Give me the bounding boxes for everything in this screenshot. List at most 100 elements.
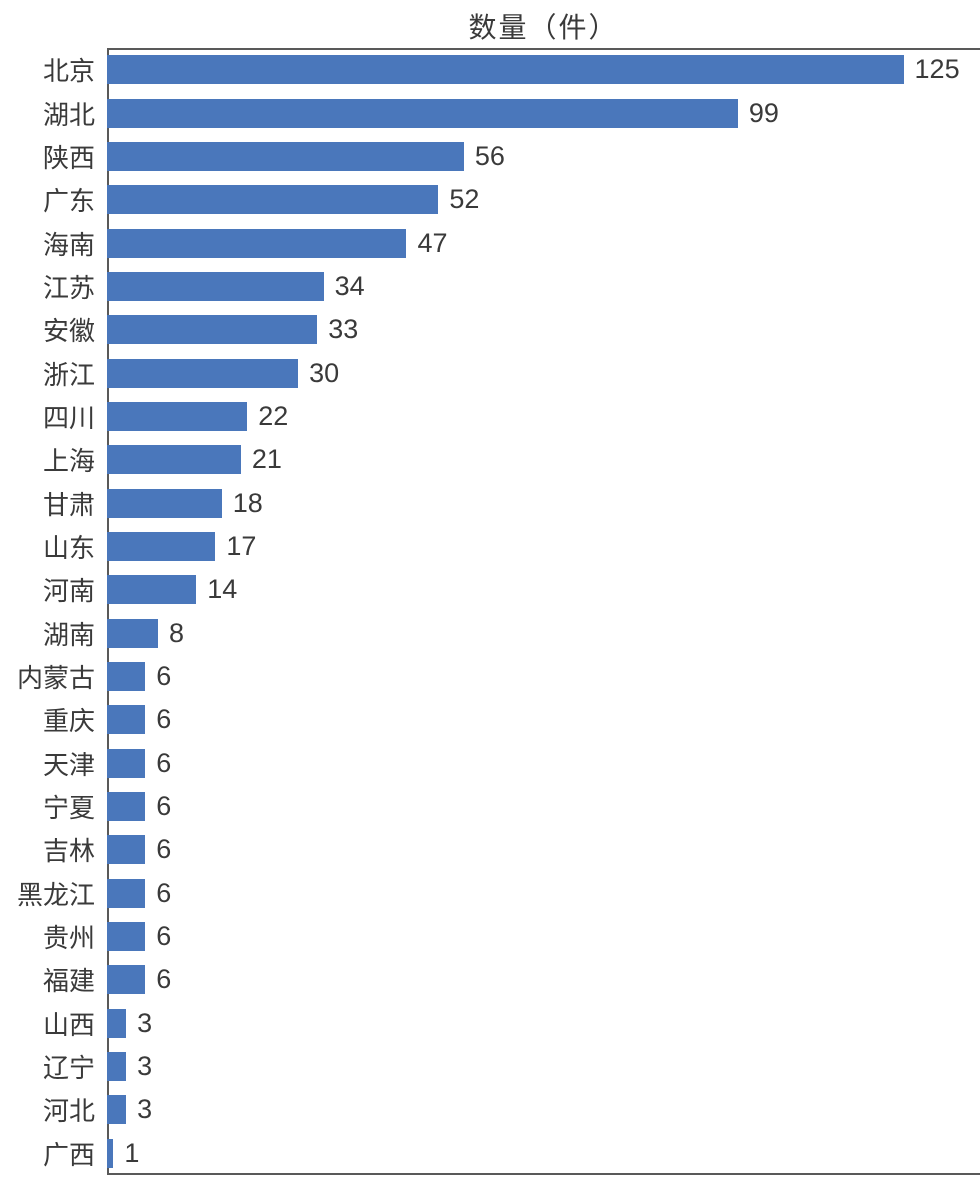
bar-track: 3 (107, 1088, 980, 1131)
category-label: 宁夏 (42, 793, 95, 824)
bar (107, 315, 318, 345)
category-label: 海南 (42, 229, 95, 260)
bar-row: 辽宁 3 (0, 1045, 980, 1088)
bar-row: 四川 22 (0, 395, 980, 438)
bar (107, 141, 464, 171)
bar (107, 531, 216, 561)
bar-track: 56 (107, 135, 980, 178)
bar (107, 922, 146, 952)
bar-track: 17 (107, 525, 980, 568)
bar-track: 6 (107, 958, 980, 1001)
chart-title: 数量（件） (468, 12, 619, 43)
category-label: 甘肃 (42, 489, 95, 520)
bar (107, 792, 146, 822)
value-label: 99 (748, 97, 779, 128)
bar-row: 湖南 8 (0, 611, 980, 654)
bar-track: 6 (107, 872, 980, 915)
category-label: 广东 (42, 186, 95, 217)
bar (107, 401, 248, 431)
bar-row: 内蒙古 6 (0, 655, 980, 698)
category-label: 四川 (42, 402, 95, 433)
bar (107, 98, 738, 128)
category-label: 辽宁 (42, 1053, 95, 1084)
value-label: 33 (328, 314, 359, 345)
bar-row: 山东 17 (0, 525, 980, 568)
bar-track: 6 (107, 655, 980, 698)
category-label: 安徽 (42, 316, 95, 347)
bar (107, 748, 146, 778)
bar-track: 30 (107, 351, 980, 394)
category-label: 浙江 (42, 359, 95, 390)
bar (107, 228, 407, 258)
value-label: 6 (156, 660, 172, 691)
category-label: 湖北 (42, 99, 95, 130)
bar (107, 878, 146, 908)
value-label: 52 (449, 184, 480, 215)
bar-row: 上海 21 (0, 438, 980, 481)
bar-track: 6 (107, 742, 980, 785)
value-label: 17 (226, 530, 257, 561)
value-label: 21 (251, 444, 282, 475)
bar-track: 1 (107, 1132, 980, 1175)
value-label: 6 (156, 877, 172, 908)
bar-row: 河南 14 (0, 568, 980, 611)
bar (107, 618, 158, 648)
value-label: 125 (914, 54, 960, 85)
category-label: 吉林 (42, 836, 95, 867)
bar-track: 6 (107, 698, 980, 741)
value-label: 30 (309, 357, 340, 388)
bar-track: 52 (107, 178, 980, 221)
bar-track: 99 (107, 91, 980, 134)
bar-row: 江苏 34 (0, 265, 980, 308)
category-label: 北京 (42, 56, 95, 87)
category-label: 内蒙古 (16, 662, 95, 693)
value-label: 22 (258, 400, 289, 431)
bar-row: 广西 1 (0, 1132, 980, 1175)
category-label: 黑龙江 (16, 879, 95, 910)
bar-row: 甘肃 18 (0, 481, 980, 524)
bar-row: 湖北 99 (0, 91, 980, 134)
bar-track: 33 (107, 308, 980, 351)
bar-track: 3 (107, 1045, 980, 1088)
value-label: 8 (168, 617, 184, 648)
bar-row: 黑龙江 6 (0, 872, 980, 915)
bar-row: 安徽 33 (0, 308, 980, 351)
bar-track: 8 (107, 611, 980, 654)
bar (107, 1052, 127, 1082)
value-label: 34 (334, 270, 365, 301)
bar (107, 445, 241, 475)
bar-track: 3 (107, 1002, 980, 1045)
category-label: 山西 (42, 1009, 95, 1040)
bar-track: 6 (107, 915, 980, 958)
value-label: 1 (124, 1137, 140, 1168)
bar (107, 358, 299, 388)
value-label: 6 (156, 704, 172, 735)
bar (107, 1095, 127, 1125)
bar-row: 贵州 6 (0, 915, 980, 958)
value-label: 14 (207, 574, 238, 605)
bar (107, 965, 146, 995)
bar-row: 广东 52 (0, 178, 980, 221)
category-label: 广西 (42, 1139, 95, 1170)
bar (107, 55, 904, 85)
bar (107, 661, 146, 691)
category-label: 山东 (42, 532, 95, 563)
value-label: 3 (137, 1007, 153, 1038)
bar-track: 47 (107, 221, 980, 264)
bar-track: 18 (107, 481, 980, 524)
bar-row: 陕西 56 (0, 135, 980, 178)
category-label: 天津 (42, 749, 95, 780)
bar-row: 吉林 6 (0, 828, 980, 871)
bar-row: 宁夏 6 (0, 785, 980, 828)
bar-row: 海南 47 (0, 221, 980, 264)
category-label: 福建 (42, 966, 95, 997)
value-label: 3 (137, 1051, 153, 1082)
value-label: 3 (137, 1094, 153, 1125)
bar-track: 6 (107, 785, 980, 828)
value-label: 6 (156, 964, 172, 995)
value-label: 6 (156, 921, 172, 952)
bar-track: 34 (107, 265, 980, 308)
bar (107, 575, 197, 605)
category-label: 上海 (42, 446, 95, 477)
